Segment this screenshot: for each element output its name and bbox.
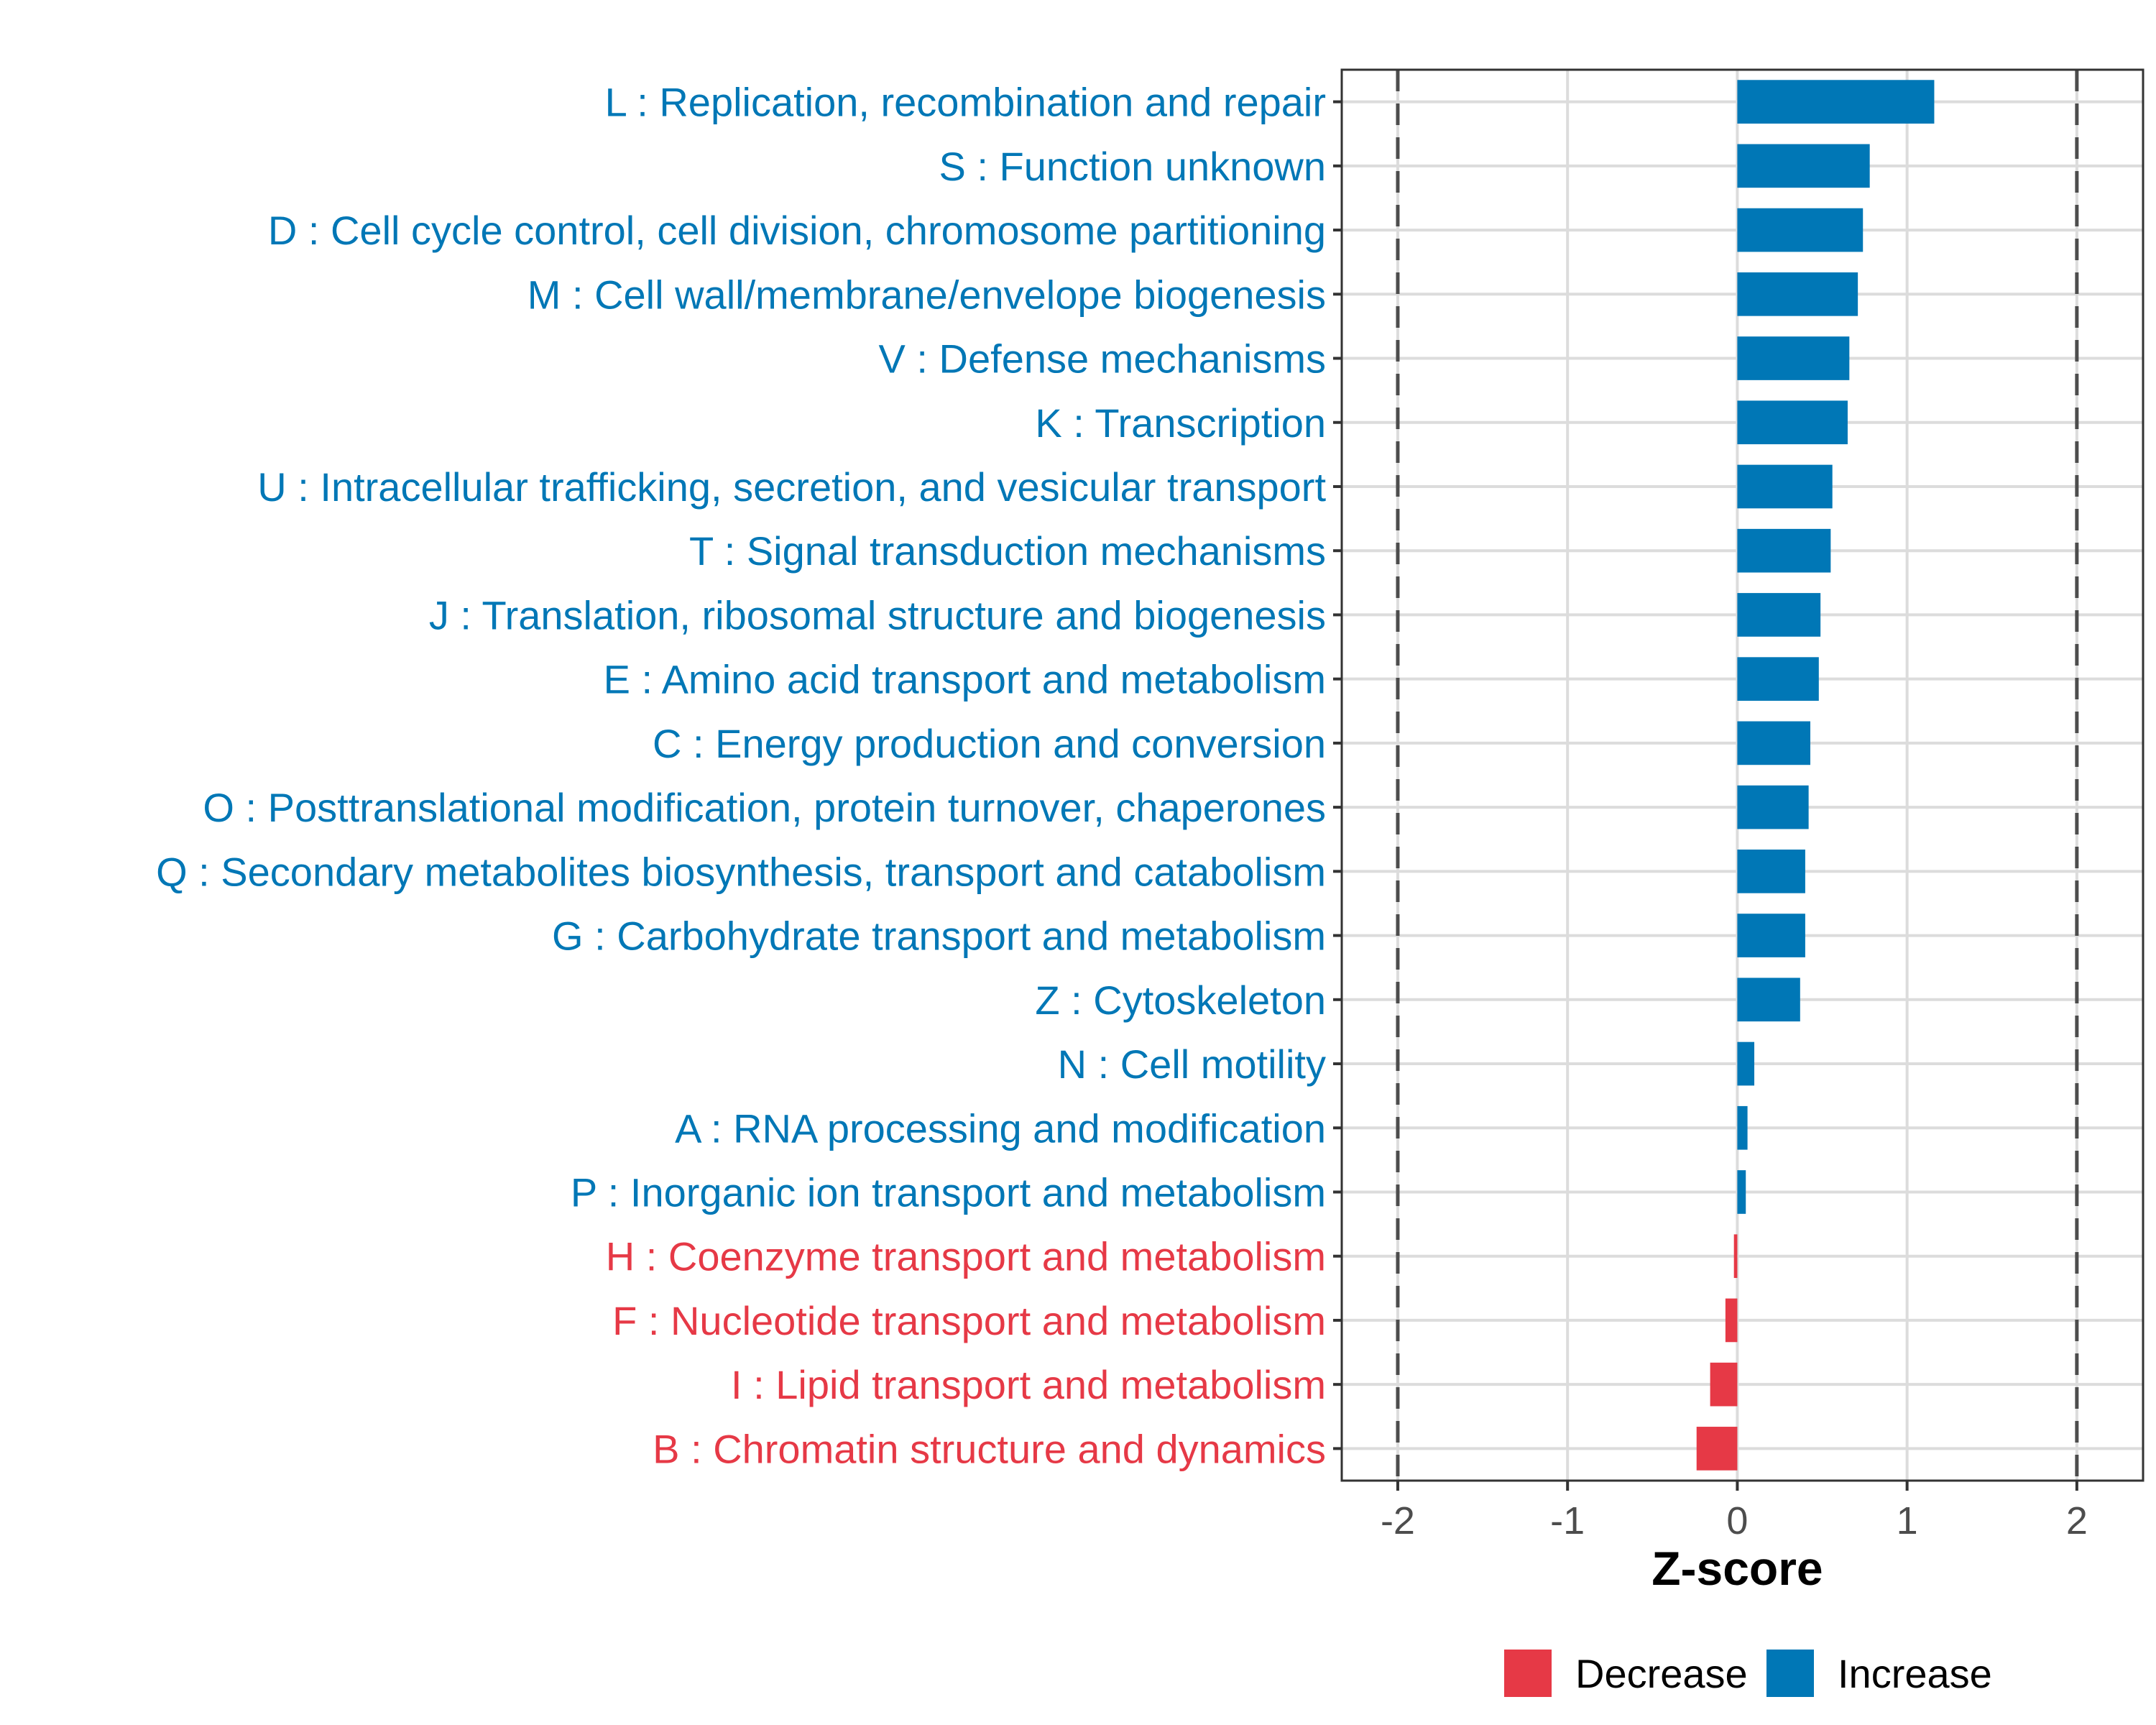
bar bbox=[1737, 657, 1819, 701]
category-label: B : Chromatin structure and dynamics bbox=[653, 1426, 1326, 1471]
category-label: I : Lipid transport and metabolism bbox=[731, 1362, 1326, 1407]
category-label: F : Nucleotide transport and metabolism bbox=[612, 1298, 1326, 1343]
y-axis: L : Replication, recombination and repai… bbox=[156, 80, 1342, 1471]
legend-swatch-increase bbox=[1766, 1650, 1814, 1697]
bar bbox=[1696, 1427, 1738, 1471]
category-label: O : Posttranslational modification, prot… bbox=[203, 785, 1326, 830]
x-tick-label: 1 bbox=[1897, 1499, 1918, 1542]
category-label: K : Transcription bbox=[1035, 400, 1326, 446]
bar bbox=[1737, 1170, 1746, 1214]
x-tick-label: -2 bbox=[1381, 1499, 1415, 1542]
bar bbox=[1737, 593, 1821, 637]
category-label: T : Signal transduction mechanisms bbox=[689, 528, 1326, 574]
x-tick-label: 2 bbox=[2066, 1499, 2088, 1542]
bar bbox=[1737, 1041, 1755, 1086]
bar bbox=[1737, 1105, 1748, 1150]
category-label: D : Cell cycle control, cell division, c… bbox=[268, 208, 1326, 253]
category-label: E : Amino acid transport and metabolism bbox=[604, 657, 1326, 702]
category-label: V : Defense mechanisms bbox=[879, 336, 1326, 382]
bars bbox=[1696, 80, 1935, 1471]
bar bbox=[1737, 336, 1850, 380]
bar bbox=[1737, 208, 1864, 252]
category-label: J : Translation, ribosomal structure and… bbox=[429, 592, 1326, 638]
category-label: N : Cell motility bbox=[1058, 1041, 1326, 1087]
bar bbox=[1737, 272, 1858, 316]
bar bbox=[1737, 914, 1805, 957]
legend: Decrease Increase bbox=[1504, 1650, 1992, 1697]
category-label: Z : Cytoskeleton bbox=[1035, 978, 1326, 1023]
panel-border bbox=[1340, 68, 2145, 1482]
category-label: Q : Secondary metabolites biosynthesis, … bbox=[156, 849, 1326, 894]
category-label: P : Inorganic ion transport and metaboli… bbox=[571, 1169, 1326, 1215]
x-axis-title: Z-score bbox=[1651, 1542, 1823, 1595]
bar bbox=[1737, 80, 1935, 124]
category-label: C : Energy production and conversion bbox=[653, 721, 1326, 766]
bar bbox=[1737, 144, 1870, 188]
bar bbox=[1737, 400, 1848, 445]
category-label: L : Replication, recombination and repai… bbox=[605, 80, 1326, 125]
legend-swatch-decrease bbox=[1504, 1650, 1552, 1697]
category-label: M : Cell wall/membrane/envelope biogenes… bbox=[528, 272, 1326, 317]
category-label: G : Carbohydrate transport and metabolis… bbox=[552, 914, 1326, 959]
bar bbox=[1733, 1234, 1738, 1279]
bar bbox=[1737, 785, 1809, 829]
x-tick-label: -1 bbox=[1550, 1499, 1585, 1542]
category-label: H : Coenzyme transport and metabolism bbox=[606, 1234, 1326, 1279]
bar bbox=[1710, 1362, 1738, 1407]
bar bbox=[1725, 1298, 1738, 1343]
legend-label-increase: Increase bbox=[1838, 1651, 1992, 1696]
category-label: U : Intracellular trafficking, secretion… bbox=[257, 464, 1326, 510]
x-axis: -2 -1 0 1 2 bbox=[1381, 1481, 2088, 1542]
bar bbox=[1737, 528, 1831, 573]
bar bbox=[1737, 850, 1805, 893]
legend-label-decrease: Decrease bbox=[1575, 1651, 1748, 1696]
category-label: S : Function unknown bbox=[939, 144, 1326, 189]
x-tick-label: 0 bbox=[1726, 1499, 1748, 1542]
bar bbox=[1737, 721, 1810, 765]
bar bbox=[1737, 978, 1800, 1022]
bar bbox=[1737, 464, 1833, 509]
category-label: A : RNA processing and modification bbox=[675, 1105, 1326, 1151]
